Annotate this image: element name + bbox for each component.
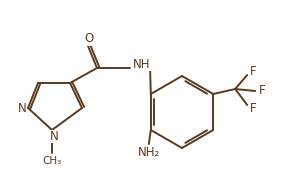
Text: F: F — [250, 102, 257, 115]
Text: F: F — [259, 85, 265, 97]
Text: NH: NH — [133, 58, 151, 70]
Text: N: N — [17, 102, 27, 114]
Text: O: O — [84, 32, 94, 46]
Text: N: N — [50, 130, 58, 142]
Text: CH₃: CH₃ — [42, 156, 62, 166]
Text: F: F — [250, 65, 257, 79]
Text: NH₂: NH₂ — [138, 146, 160, 159]
